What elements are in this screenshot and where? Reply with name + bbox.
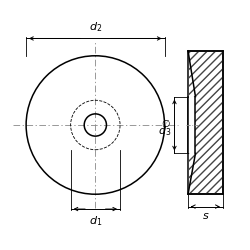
Text: $s$: $s$ [202, 211, 209, 221]
Text: $d_1$: $d_1$ [89, 214, 102, 228]
Bar [188, 51, 223, 194]
Bar [188, 96, 196, 154]
Bar [188, 51, 223, 194]
Text: $d_2$: $d_2$ [89, 20, 102, 34]
Text: $d_3$: $d_3$ [158, 124, 172, 138]
Text: $\varnothing$: $\varnothing$ [161, 116, 171, 128]
